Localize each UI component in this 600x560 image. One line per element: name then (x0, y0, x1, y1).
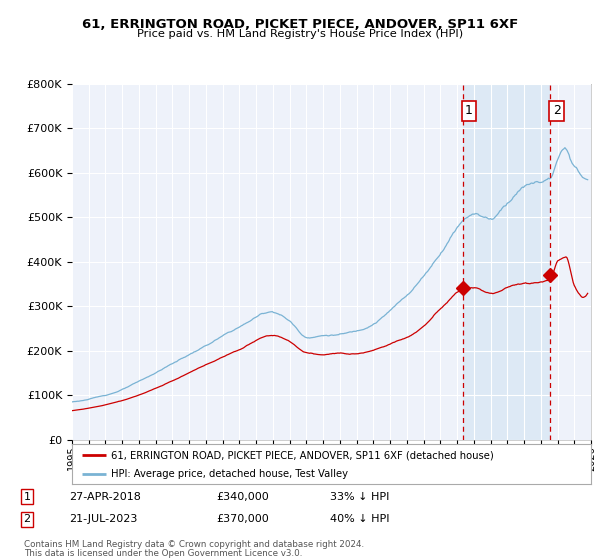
Text: 33% ↓ HPI: 33% ↓ HPI (330, 492, 389, 502)
Text: 27-APR-2018: 27-APR-2018 (69, 492, 141, 502)
Text: Contains HM Land Registry data © Crown copyright and database right 2024.: Contains HM Land Registry data © Crown c… (24, 540, 364, 549)
Text: 1: 1 (465, 104, 473, 117)
Text: This data is licensed under the Open Government Licence v3.0.: This data is licensed under the Open Gov… (24, 549, 302, 558)
Text: £340,000: £340,000 (216, 492, 269, 502)
Text: 61, ERRINGTON ROAD, PICKET PIECE, ANDOVER, SP11 6XF (detached house): 61, ERRINGTON ROAD, PICKET PIECE, ANDOVE… (111, 450, 494, 460)
Text: 2: 2 (23, 514, 31, 524)
Text: 61, ERRINGTON ROAD, PICKET PIECE, ANDOVER, SP11 6XF: 61, ERRINGTON ROAD, PICKET PIECE, ANDOVE… (82, 18, 518, 31)
Text: 21-JUL-2023: 21-JUL-2023 (69, 514, 137, 524)
Text: 40% ↓ HPI: 40% ↓ HPI (330, 514, 389, 524)
Bar (463, 84, 550, 440)
Text: £370,000: £370,000 (216, 514, 269, 524)
Text: 2: 2 (553, 104, 561, 117)
Text: HPI: Average price, detached house, Test Valley: HPI: Average price, detached house, Test… (111, 469, 348, 479)
Text: 1: 1 (23, 492, 31, 502)
Text: Price paid vs. HM Land Registry's House Price Index (HPI): Price paid vs. HM Land Registry's House … (137, 29, 463, 39)
